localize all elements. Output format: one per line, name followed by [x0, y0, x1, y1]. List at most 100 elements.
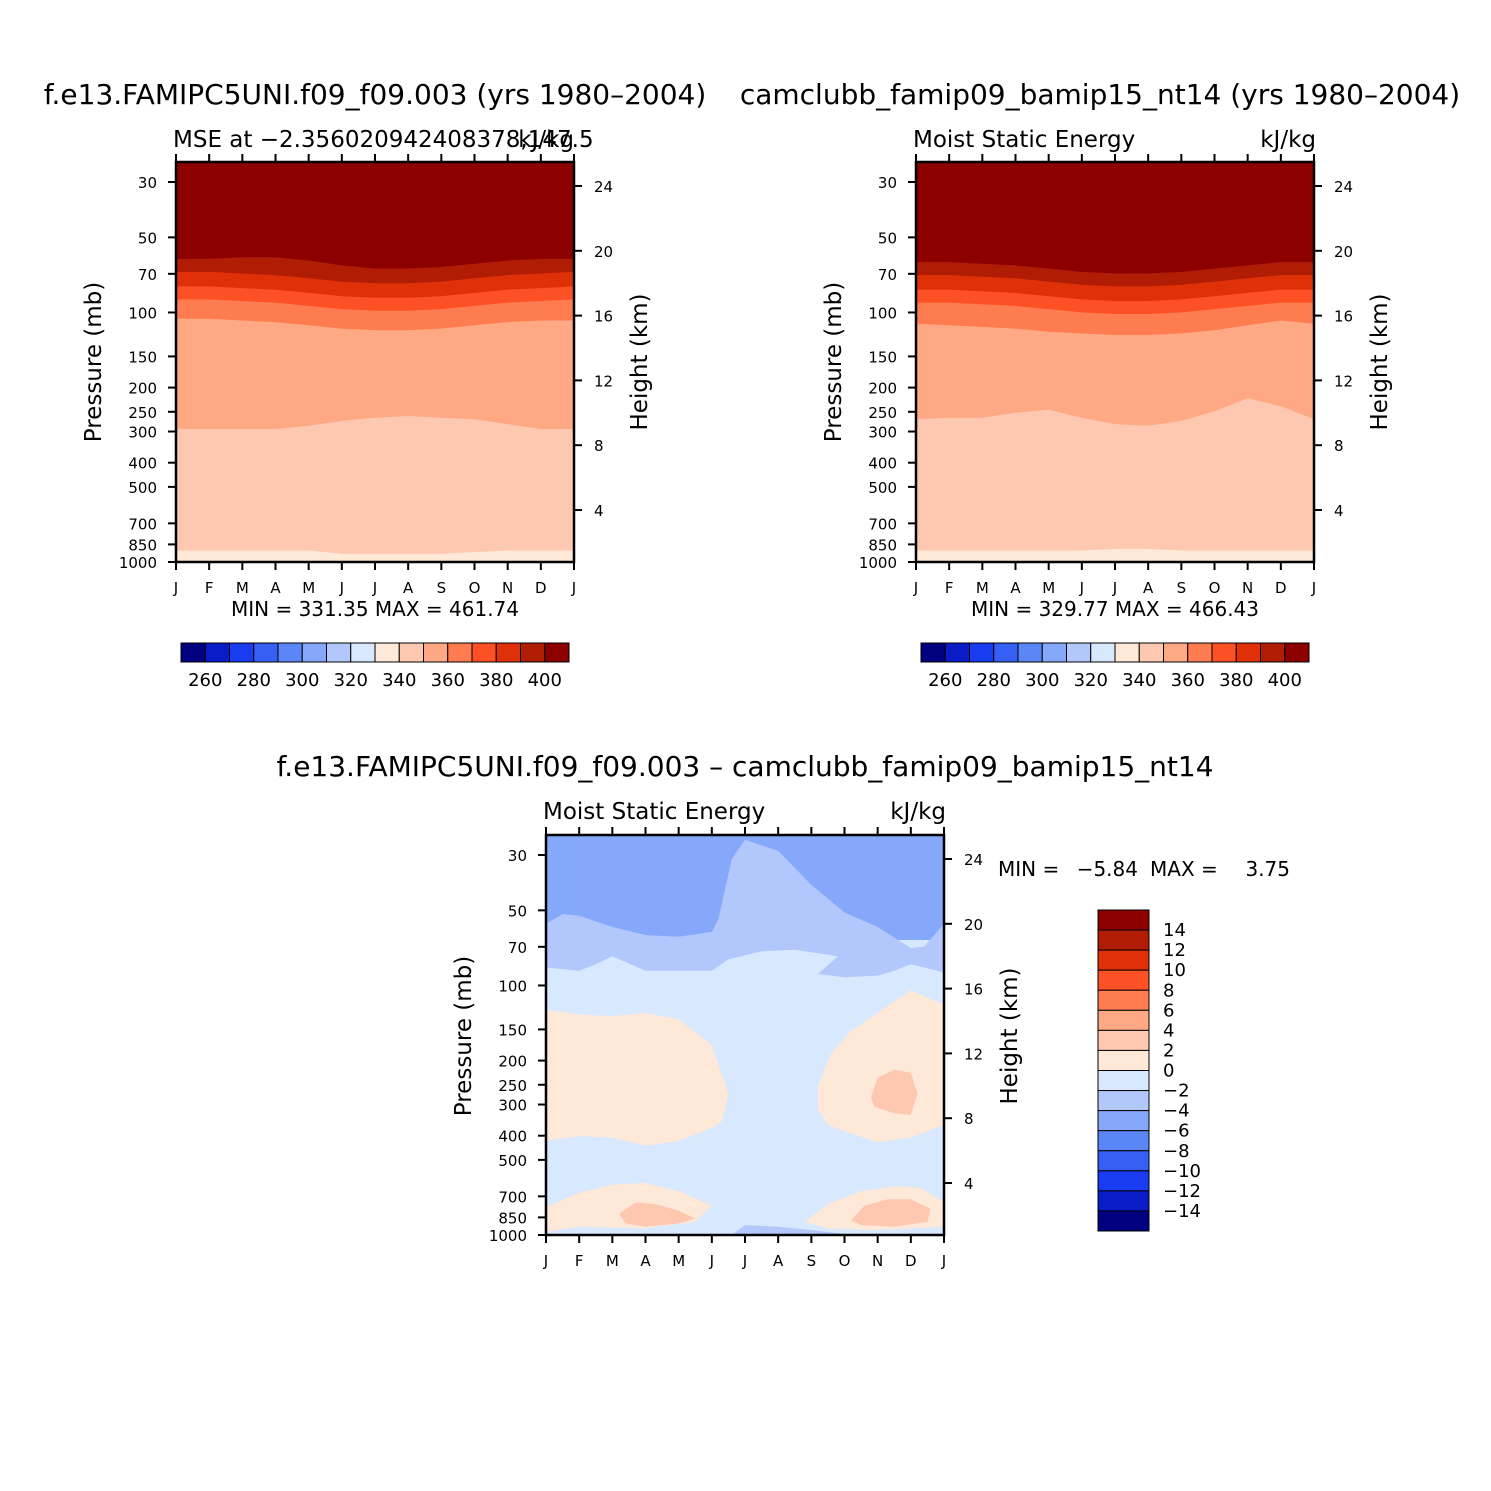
colorbar-label: −10 — [1163, 1161, 1201, 1182]
colorbar-swatch — [1163, 642, 1189, 663]
filled-contours — [916, 162, 1314, 562]
y-tick-label: 300 — [498, 1097, 527, 1115]
x-tick-label: J — [709, 1252, 714, 1270]
x-tick-label: N — [1242, 579, 1253, 597]
y-tick-label: 400 — [498, 1128, 527, 1146]
panel-control-title: f.e13.FAMIPC5UNI.f09_f09.003 (yrs 1980–2… — [44, 78, 707, 111]
contour-region-0 — [546, 839, 944, 978]
colorbar-label: 2 — [1163, 1040, 1174, 1061]
colorbar-label: 280 — [237, 670, 271, 691]
height-tick-label: 4 — [1334, 502, 1344, 520]
height-tick-label: 4 — [964, 1175, 974, 1193]
height-tick-label: 12 — [964, 1045, 983, 1063]
height-tick-label: 16 — [594, 308, 613, 326]
colorbar-label: 360 — [1171, 670, 1205, 691]
colorbar-swatch — [301, 642, 327, 663]
colorbar-swatch — [1211, 642, 1237, 663]
colorbar-swatch — [398, 642, 424, 663]
y-tick-label: 100 — [128, 304, 157, 322]
y-tick-label: 1000 — [859, 554, 897, 572]
panel-control: f.e13.FAMIPC5UNI.f09_f09.003 (yrs 1980–2… — [44, 78, 707, 691]
panel-difference-min-value: −5.84 — [1077, 857, 1138, 881]
y-tick-label: 30 — [138, 174, 157, 192]
y-tick-label: 100 — [498, 977, 527, 995]
colorbar-swatch — [1017, 642, 1043, 663]
x-tick-label: A — [270, 579, 281, 597]
x-tick-label: J — [1311, 579, 1316, 597]
y-tick-label: 100 — [868, 304, 897, 322]
colorbar-label: 380 — [1219, 670, 1253, 691]
colorbar-swatch — [204, 642, 230, 663]
y-tick-label: 250 — [868, 404, 897, 422]
y-tick-label: 200 — [498, 1053, 527, 1071]
contour-region-8 — [731, 1225, 852, 1235]
y-tick-label: 850 — [128, 536, 157, 554]
panel-difference-min-label: MIN = — [998, 857, 1059, 881]
colorbar-swatch — [1097, 1150, 1150, 1172]
y-tick-label: 30 — [878, 174, 897, 192]
colorbar-swatch — [1066, 642, 1092, 663]
y-tick-label: 1000 — [119, 554, 157, 572]
x-tick-label: S — [807, 1252, 817, 1270]
x-tick-label: F — [945, 579, 954, 597]
height-tick-label: 24 — [1334, 178, 1353, 196]
filled-contours — [546, 835, 944, 1235]
colorbar-swatch — [350, 642, 376, 663]
y-tick-label: 50 — [138, 229, 157, 247]
panel-difference-plot: J F M A M J J A S O N D J 30 50 70 100 150 200 250 300 400 500… — [489, 827, 983, 1270]
x-tick-label: D — [1275, 579, 1287, 597]
colorbar-label: 320 — [1074, 670, 1108, 691]
y-tick-label: 50 — [508, 902, 527, 920]
x-tick-label: A — [1010, 579, 1021, 597]
x-tick-label: S — [1177, 579, 1187, 597]
panel-test-ylabel: Pressure (mb) — [821, 282, 847, 442]
height-tick-label: 12 — [1334, 372, 1353, 390]
y-tick-label: 70 — [138, 266, 157, 284]
y-tick-label: 500 — [128, 479, 157, 497]
colorbar-label: −12 — [1163, 1181, 1201, 1202]
height-tick-label: 12 — [594, 372, 613, 390]
y-tick-label: 150 — [128, 348, 157, 366]
panel-test-subtitle: Moist Static Energy — [913, 127, 1135, 153]
y-tick-label: 250 — [128, 404, 157, 422]
colorbar-swatch — [253, 642, 279, 663]
panel-control-subtitle: MSE at −2.356020942408378,147.5 — [173, 127, 594, 153]
height-tick-label: 24 — [964, 851, 983, 869]
y-tick-label: 50 — [878, 229, 897, 247]
x-tick-label: A — [773, 1252, 784, 1270]
colorbar-label: 280 — [977, 670, 1011, 691]
panel-control-stats: MIN = 331.35 MAX = 461.74 — [231, 597, 519, 621]
x-tick-label: N — [872, 1252, 883, 1270]
panel-difference-units: kJ/kg — [890, 799, 946, 825]
panel-control-plot: J F M A M J J A S O N D J 30 50 70 100 150 200 250 300 400 500… — [119, 154, 613, 597]
colorbar-label: 6 — [1163, 1000, 1174, 1021]
y-tick-label: 500 — [868, 479, 897, 497]
colorbar-swatch — [944, 642, 970, 663]
colorbar-label: 0 — [1163, 1061, 1174, 1082]
panel-control-ylabel: Pressure (mb) — [81, 282, 107, 442]
panel-difference-max-value: 3.75 — [1245, 857, 1290, 881]
colorbar-label: 380 — [479, 670, 513, 691]
height-tick-label: 8 — [594, 437, 604, 455]
height-tick-label: 20 — [964, 916, 983, 934]
colorbar-swatch — [1097, 1210, 1150, 1232]
colorbar-swatch — [1138, 642, 1164, 663]
panel-test-units: kJ/kg — [1260, 127, 1316, 153]
colorbar-swatch — [471, 642, 497, 663]
colorbar-swatch — [1097, 989, 1150, 1011]
y-tick-label: 70 — [508, 939, 527, 957]
panel-control-ylabel-right: Height (km) — [627, 293, 653, 430]
colorbar-label: −8 — [1163, 1141, 1190, 1162]
colorbar-swatch — [1114, 642, 1140, 663]
y-tick-label: 850 — [498, 1209, 527, 1227]
x-tick-label: A — [403, 579, 414, 597]
x-tick-label: J — [1112, 579, 1117, 597]
x-tick-label: M — [976, 579, 989, 597]
colorbar-label: −2 — [1163, 1081, 1190, 1102]
contour-region-3 — [871, 1069, 918, 1115]
x-tick-label: J — [372, 579, 377, 597]
height-tick-label: 20 — [1334, 243, 1353, 261]
colorbar-swatch — [1097, 929, 1150, 951]
colorbar-swatch — [1187, 642, 1213, 663]
